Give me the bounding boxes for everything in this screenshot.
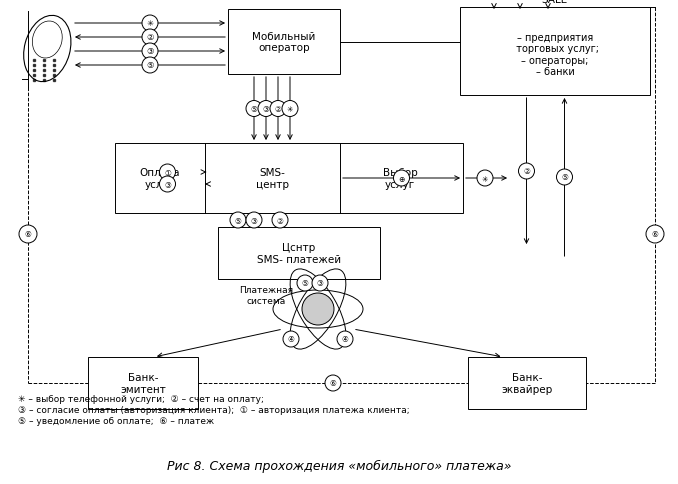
Circle shape (246, 101, 262, 117)
Text: Цснтр
SMS- платежей: Цснтр SMS- платежей (257, 242, 341, 264)
Bar (115, 144, 463, 213)
Bar (228, 10, 340, 75)
Text: ③: ③ (251, 216, 258, 225)
Text: SMS-
центр: SMS- центр (256, 168, 289, 189)
Text: – предприятия
  торговых услуг;
– операторы;
– банки: – предприятия торговых услуг; – оператор… (511, 32, 599, 77)
Text: Оплата
услуг: Оплата услуг (140, 168, 180, 189)
Text: ⑥: ⑥ (24, 230, 31, 239)
Bar (218, 227, 380, 279)
Circle shape (142, 30, 158, 46)
Circle shape (325, 375, 341, 391)
Circle shape (297, 275, 313, 291)
Text: Платежная
система: Платежная система (239, 286, 293, 305)
Text: Выбор
услуг: Выбор услуг (382, 168, 418, 189)
Circle shape (246, 212, 262, 228)
Text: ①: ① (164, 168, 171, 177)
Text: ⑤ – уведомление об оплате;  ⑥ – платеж: ⑤ – уведомление об оплате; ⑥ – платеж (18, 416, 214, 425)
Circle shape (142, 16, 158, 32)
Circle shape (159, 177, 176, 193)
Text: Банк-
эмитент: Банк- эмитент (120, 372, 166, 394)
Text: ⑤: ⑤ (235, 216, 241, 225)
Text: ⑤: ⑤ (146, 61, 154, 70)
Text: ✳: ✳ (482, 174, 488, 183)
Circle shape (230, 212, 246, 228)
Text: ⑤: ⑤ (561, 173, 568, 182)
Circle shape (142, 58, 158, 74)
Circle shape (283, 332, 299, 348)
Circle shape (646, 226, 664, 243)
Text: ✳ – выбор телефонной услуги;  ② – счет на оплату;: ✳ – выбор телефонной услуги; ② – счет на… (18, 394, 264, 403)
Text: ③: ③ (146, 47, 154, 56)
Text: БД: БД (311, 304, 325, 315)
Circle shape (393, 171, 410, 187)
Circle shape (477, 171, 493, 187)
Circle shape (142, 44, 158, 60)
Text: Мобильный
оператор: Мобильный оператор (252, 31, 316, 53)
Bar (460, 8, 650, 96)
Circle shape (557, 170, 572, 186)
Text: ⑥: ⑥ (330, 378, 336, 388)
Text: ②: ② (277, 216, 283, 225)
Text: ②: ② (275, 105, 281, 114)
Circle shape (337, 332, 353, 348)
Bar (88, 357, 198, 409)
Circle shape (19, 226, 37, 243)
Text: ②: ② (523, 167, 530, 176)
Text: ④: ④ (287, 335, 294, 344)
Text: ③: ③ (317, 279, 323, 288)
Circle shape (272, 212, 288, 228)
Text: SALE: SALE (542, 0, 568, 5)
Bar (468, 357, 586, 409)
Text: Банк-
эквайрер: Банк- эквайрер (501, 372, 553, 394)
Circle shape (519, 164, 534, 180)
Circle shape (312, 275, 328, 291)
Text: ③: ③ (262, 105, 269, 114)
Circle shape (282, 101, 298, 117)
Text: ✳: ✳ (287, 105, 293, 114)
Circle shape (159, 165, 176, 181)
Text: ②: ② (146, 33, 154, 43)
Circle shape (270, 101, 286, 117)
Text: Рис 8. Схема прохождения «мобильного» платежа»: Рис 8. Схема прохождения «мобильного» пл… (167, 458, 511, 471)
Circle shape (302, 293, 334, 325)
Text: ④: ④ (342, 335, 348, 344)
Text: ③: ③ (164, 180, 171, 189)
Text: ⑥: ⑥ (652, 230, 658, 239)
Text: ⑤: ⑤ (302, 279, 308, 288)
Circle shape (258, 101, 274, 117)
Text: ③ – согласие оплаты (авторизация клиента);  ① – авторизация платежа клиента;: ③ – согласие оплаты (авторизация клиента… (18, 405, 410, 414)
Text: ✳: ✳ (146, 19, 153, 29)
Text: ⑤: ⑤ (251, 105, 258, 114)
Text: ⊕: ⊕ (398, 174, 405, 183)
